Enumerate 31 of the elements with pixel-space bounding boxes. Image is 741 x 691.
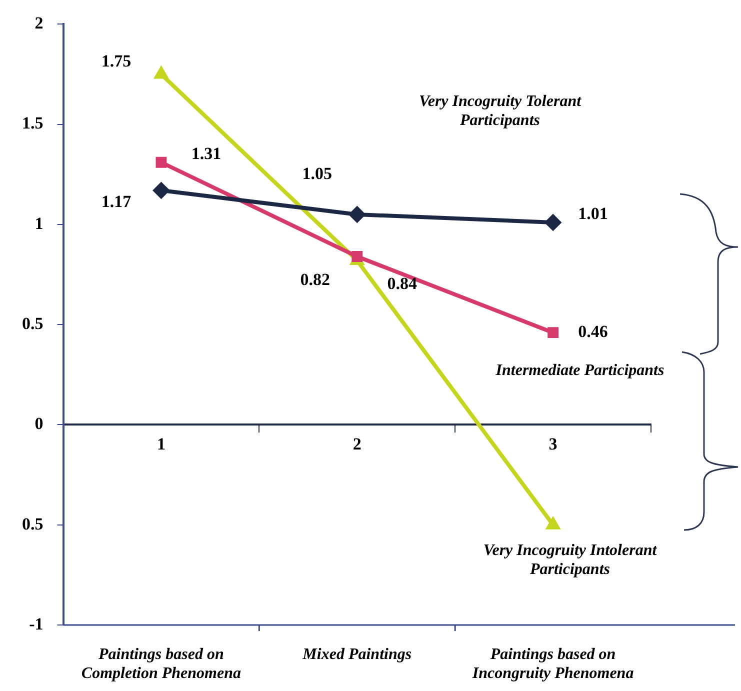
data-label: 0.84 (387, 274, 418, 293)
y-tick-label: 2 (34, 14, 44, 33)
point (546, 516, 560, 530)
point (352, 251, 363, 262)
text: Mixed Paintings (302, 645, 413, 664)
data-label: 1.31 (191, 144, 222, 163)
annotation: Intermediate Participants (494, 360, 666, 380)
x-tick-label: 1 (156, 434, 166, 454)
x-tick-label: 3 (548, 434, 558, 454)
y-tick-label: 0.5 (22, 514, 44, 534)
annotation: Very Incogruity Tolerant Participants (418, 92, 582, 130)
data-label: 0.82 (300, 270, 330, 289)
text: Paintings based on Incongruity Phenomena (471, 645, 635, 683)
data-label: 1.17 (101, 192, 132, 211)
text: Paintings based on Completion Phenomena (80, 645, 242, 683)
y-tick-label: 0.5 (22, 314, 44, 333)
point (152, 182, 170, 199)
point (544, 214, 562, 231)
y-tick-label: 0 (34, 414, 44, 434)
data-label: 0.46 (578, 322, 608, 341)
data-label: 1.75 (101, 52, 132, 71)
annotation: Very Incogruity Intolerant Participants (482, 540, 658, 579)
y-tick-label: 1.5 (22, 114, 44, 133)
point (348, 206, 366, 223)
point (156, 156, 167, 168)
x-tick-label: 2 (352, 434, 362, 454)
data-label: 1.05 (302, 164, 332, 183)
data-label: 1.01 (578, 204, 608, 223)
y-tick-label: 1 (34, 214, 44, 233)
point (548, 327, 558, 338)
y-tick-label: -1 (29, 614, 44, 634)
